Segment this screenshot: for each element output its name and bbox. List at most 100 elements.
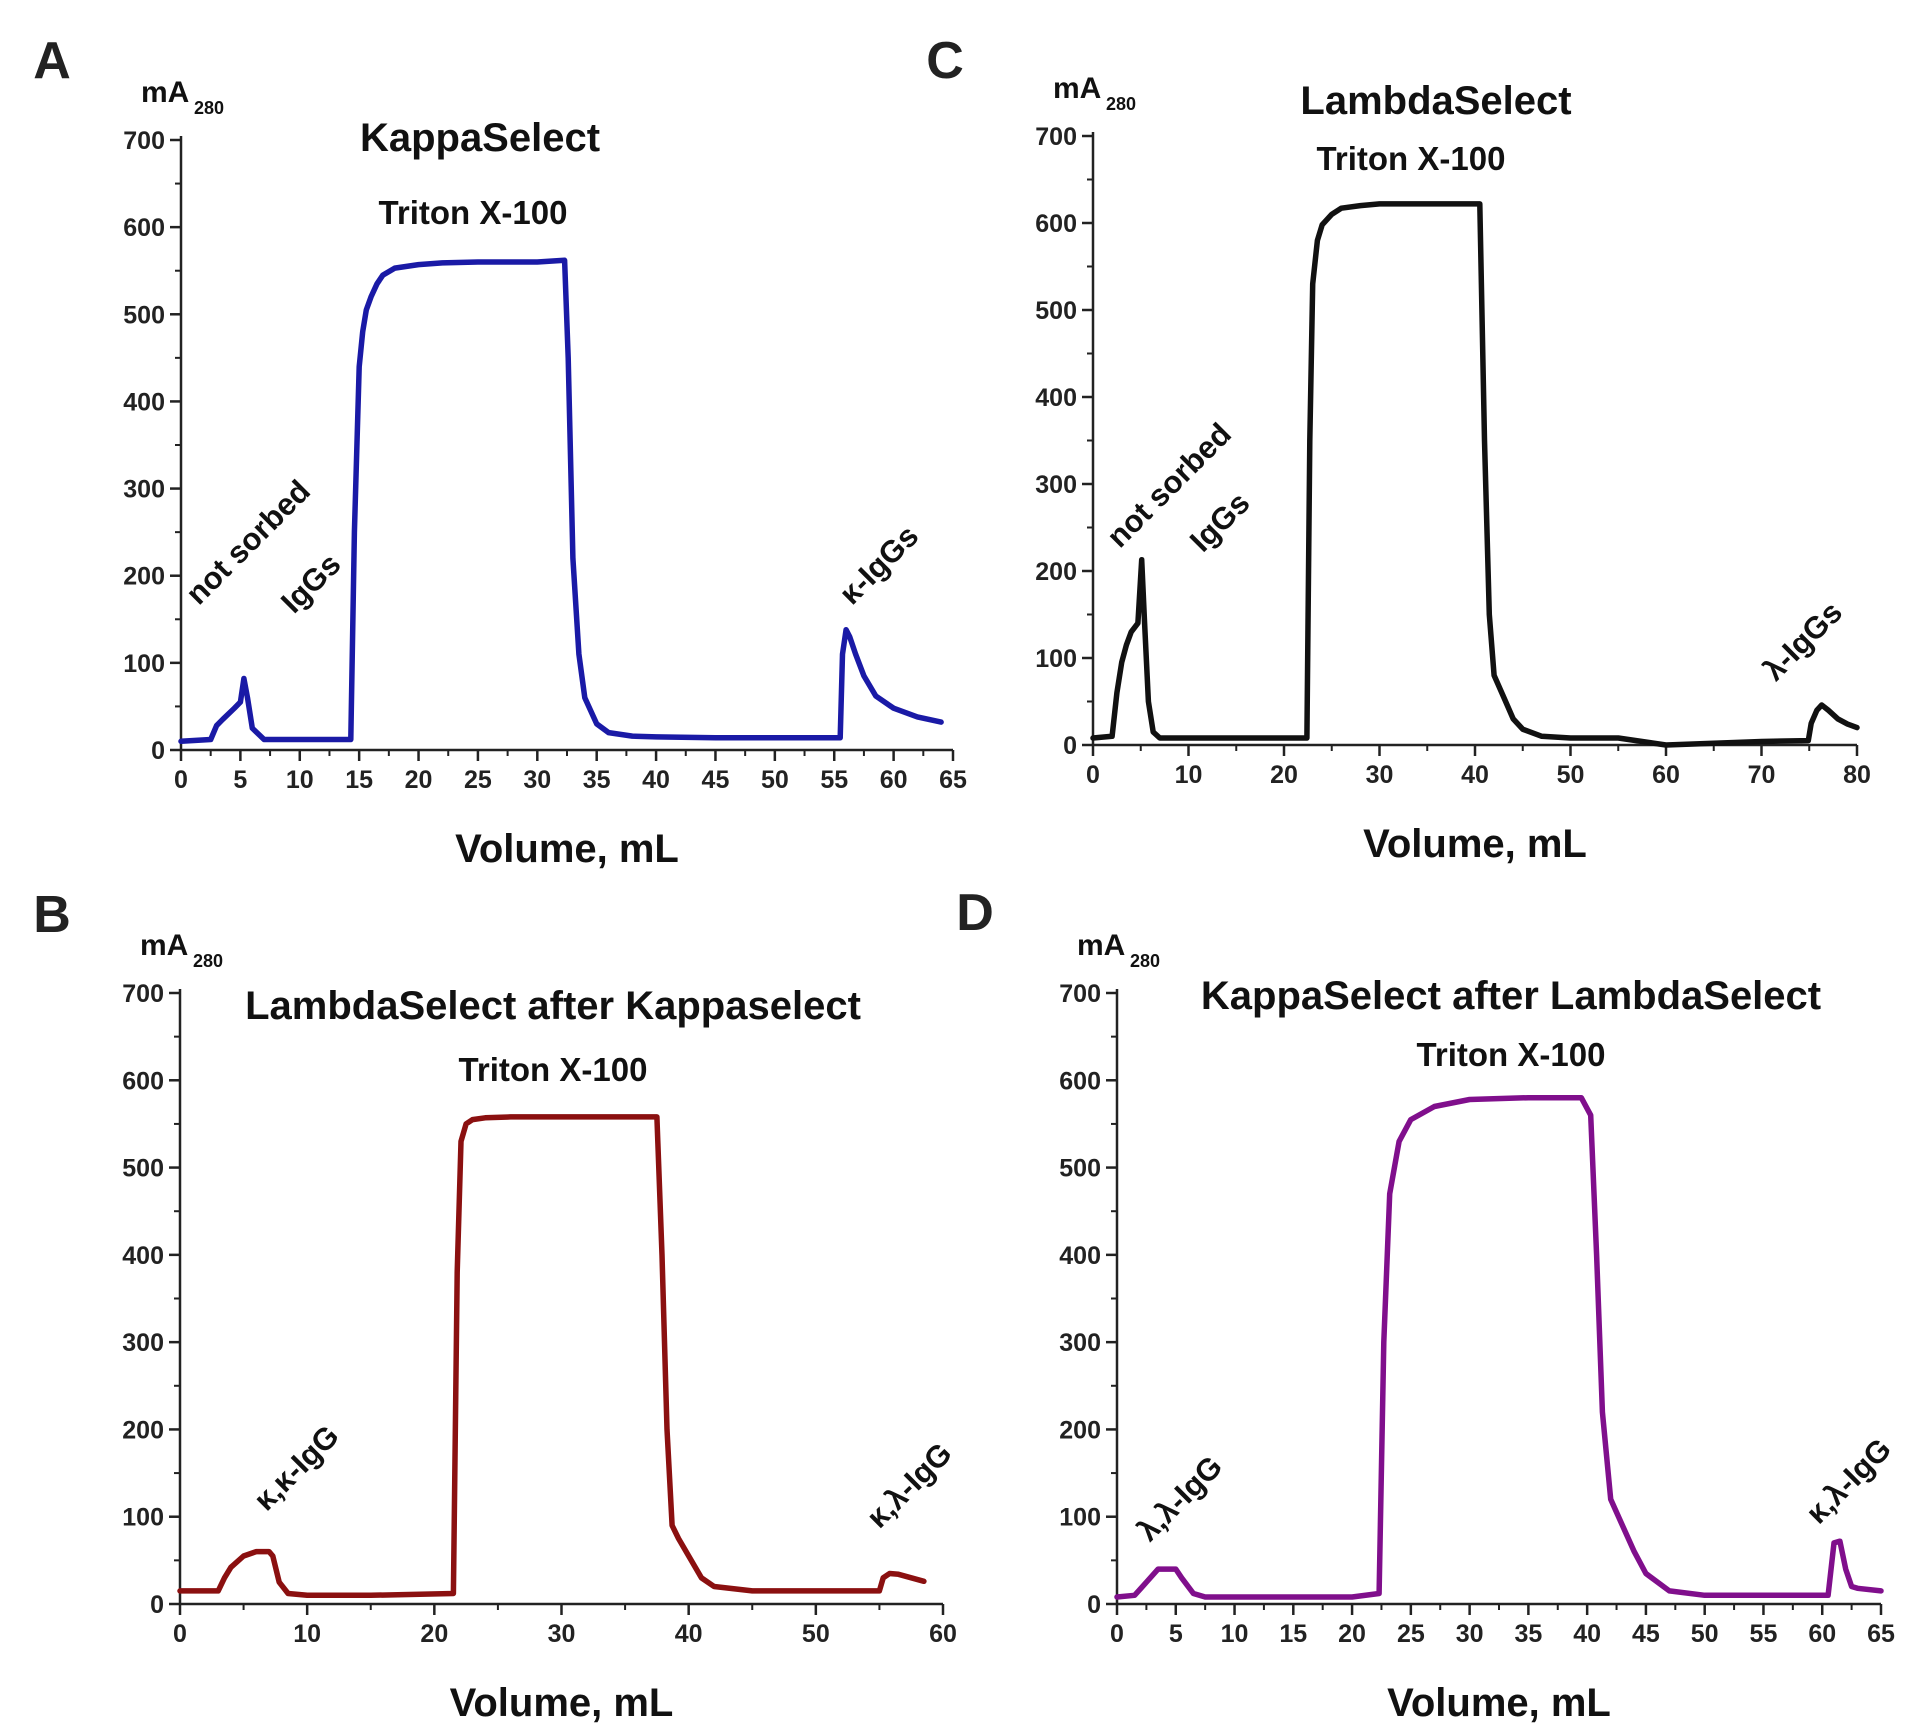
- y-tick-label: 300: [1059, 1329, 1101, 1357]
- x-tick-label: 80: [1843, 761, 1871, 789]
- y-tick-label: 700: [1059, 980, 1101, 1008]
- series-line: [178, 257, 944, 745]
- x-tick-label: 40: [1573, 1620, 1601, 1648]
- x-tick-label: 20: [405, 766, 433, 794]
- x-tick-label: 60: [880, 766, 908, 794]
- x-tick-label: 0: [1086, 761, 1100, 789]
- panel-letter: A: [33, 32, 71, 90]
- x-axis-label: Volume, mL: [1363, 822, 1587, 866]
- y-tick-label: 100: [1059, 1504, 1101, 1532]
- x-tick-label: 50: [802, 1620, 830, 1648]
- x-tick-label: 20: [420, 1620, 448, 1648]
- x-tick-label: 0: [173, 1620, 187, 1648]
- annotation: λ,λ-IgG: [1130, 1449, 1229, 1548]
- x-tick-label: 25: [1397, 1620, 1425, 1648]
- y-tick-label: 200: [122, 1416, 164, 1444]
- x-tick-label: 10: [286, 766, 314, 794]
- y-axis-label: mA: [140, 929, 188, 962]
- y-tick-label: 600: [123, 214, 165, 242]
- y-tick-label: 300: [1035, 471, 1077, 499]
- y-tick-label: 700: [123, 127, 165, 155]
- x-tick-label: 55: [820, 766, 848, 794]
- y-tick-label: 200: [1059, 1416, 1101, 1444]
- x-tick-label: 40: [675, 1620, 703, 1648]
- x-tick-label: 0: [174, 766, 188, 794]
- panel-letter: D: [956, 884, 994, 942]
- x-tick-label: 40: [1461, 761, 1489, 789]
- y-axis-label-subscript: 280: [1106, 94, 1136, 114]
- y-tick-label: 500: [1035, 297, 1077, 325]
- chart-title: KappaSelect: [360, 116, 600, 160]
- chart-subtitle: Triton X-100: [1417, 1036, 1606, 1073]
- y-axis-label: mA: [1053, 72, 1101, 105]
- y-tick-label: 300: [122, 1329, 164, 1357]
- y-tick-label: 100: [1035, 645, 1077, 673]
- chart-subtitle: Triton X-100: [379, 194, 568, 231]
- y-axis-label-subscript: 280: [193, 951, 223, 971]
- x-tick-label: 50: [761, 766, 789, 794]
- y-tick-label: 200: [1035, 558, 1077, 586]
- y-tick-label: 400: [123, 388, 165, 416]
- x-tick-label: 10: [1175, 761, 1203, 789]
- annotation: IgGs: [1183, 485, 1256, 558]
- x-tick-label: 30: [1456, 1620, 1484, 1648]
- x-tick-label: 30: [523, 766, 551, 794]
- y-tick-label: 400: [122, 1242, 164, 1270]
- x-tick-label: 60: [1808, 1620, 1836, 1648]
- y-tick-label: 700: [122, 980, 164, 1008]
- x-tick-label: 10: [1221, 1620, 1249, 1648]
- x-tick-label: 20: [1270, 761, 1298, 789]
- y-tick-label: 0: [151, 737, 165, 765]
- x-tick-label: 65: [1867, 1620, 1895, 1648]
- y-tick-label: 100: [123, 650, 165, 678]
- y-axis-label: mA: [141, 76, 189, 109]
- x-tick-label: 65: [939, 766, 967, 794]
- panel-letter: C: [926, 32, 964, 90]
- y-axis-label-subscript: 280: [1130, 951, 1160, 971]
- y-tick-label: 200: [123, 563, 165, 591]
- x-tick-label: 35: [1514, 1620, 1542, 1648]
- chart-subtitle: Triton X-100: [459, 1051, 648, 1088]
- x-tick-label: 50: [1557, 761, 1585, 789]
- y-tick-label: 600: [122, 1067, 164, 1095]
- x-tick-label: 15: [1279, 1620, 1307, 1648]
- annotation: κ-IgGs: [832, 518, 925, 611]
- chart-panel-c: C 0 10 20 30 40 50 60 70 80 0 100 200 300 400 500 600 700…: [926, 32, 1871, 866]
- x-tick-label: 45: [702, 766, 730, 794]
- x-tick-label: 35: [583, 766, 611, 794]
- y-axis-label: mA: [1077, 929, 1125, 962]
- x-tick-label: 30: [548, 1620, 576, 1648]
- x-tick-label: 60: [929, 1620, 957, 1648]
- x-tick-label: 60: [1652, 761, 1680, 789]
- y-tick-label: 600: [1035, 210, 1077, 238]
- y-tick-label: 400: [1059, 1242, 1101, 1270]
- chart-title: LambdaSelect after Kappaselect: [245, 984, 861, 1028]
- chart-title: KappaSelect after LambdaSelect: [1201, 974, 1821, 1018]
- series-line: [1090, 201, 1860, 748]
- y-tick-label: 600: [1059, 1067, 1101, 1095]
- y-tick-label: 500: [123, 301, 165, 329]
- x-tick-label: 55: [1750, 1620, 1778, 1648]
- annotation: λ-IgGs: [1756, 594, 1849, 687]
- panel-letter: B: [33, 886, 71, 944]
- x-tick-label: 15: [345, 766, 373, 794]
- annotation: κ,κ-IgG: [247, 1418, 346, 1517]
- y-tick-label: 100: [122, 1504, 164, 1532]
- x-tick-label: 40: [642, 766, 670, 794]
- y-tick-label: 0: [150, 1591, 164, 1619]
- x-tick-label: 30: [1366, 761, 1394, 789]
- series-line: [1114, 1094, 1884, 1600]
- x-tick-label: 70: [1748, 761, 1776, 789]
- annotation: IgGs: [274, 546, 347, 619]
- chart-title: LambdaSelect: [1300, 79, 1571, 123]
- x-axis-label: Volume, mL: [450, 1681, 674, 1725]
- y-tick-label: 0: [1063, 732, 1077, 760]
- x-tick-label: 0: [1110, 1620, 1124, 1648]
- chart-panel-a: A 0 5 10 15 20 25 30 35 40 45 50 55 60 65 0 100 200 300 400…: [33, 32, 967, 871]
- x-tick-label: 25: [464, 766, 492, 794]
- x-axis-label: Volume, mL: [455, 827, 679, 871]
- annotation: κ,λ-IgG: [860, 1436, 959, 1535]
- x-tick-label: 5: [1169, 1620, 1183, 1648]
- x-tick-label: 20: [1338, 1620, 1366, 1648]
